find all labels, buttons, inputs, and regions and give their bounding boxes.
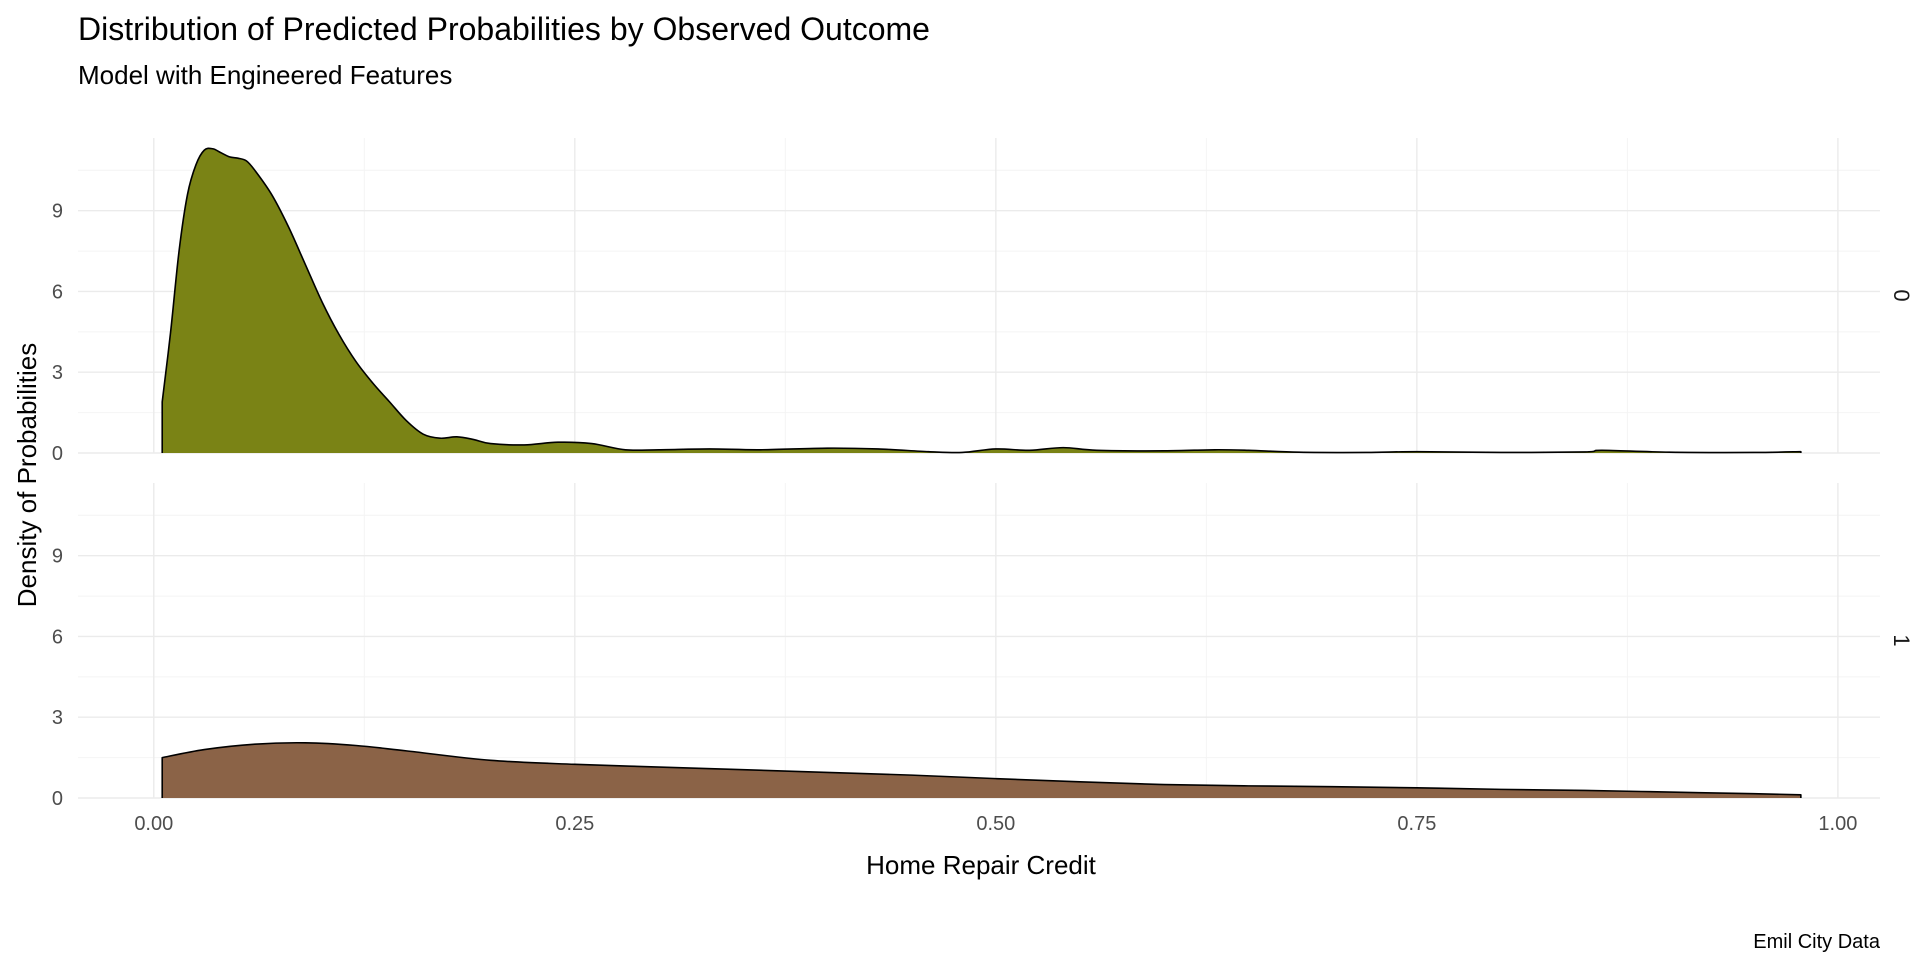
facet-panels: 0 3 6 9 0 0 3 6 9 1 0.00 0.25 0.50 0.75 1.00	[52, 138, 1914, 835]
y-tick-label: 6	[52, 281, 63, 303]
facet-strip-label: 0	[1889, 289, 1914, 301]
y-tick-label: 0	[52, 443, 63, 465]
x-tick-label: 1.00	[1818, 813, 1857, 835]
density-area-1	[162, 742, 1801, 798]
x-axis-label: Home Repair Credit	[866, 850, 1097, 880]
y-axis-label: Density of Probabilities	[12, 343, 42, 607]
density-area-0	[162, 148, 1801, 454]
y-tick-label: 3	[52, 707, 63, 729]
x-tick-label: 0.75	[1397, 813, 1436, 835]
density-outline-1	[161, 741, 1802, 798]
chart-subtitle: Model with Engineered Features	[78, 60, 452, 90]
x-tick-label: 0.50	[976, 813, 1015, 835]
facet-panel-1: 0 3 6 9 1	[52, 483, 1914, 810]
facet-panel-0: 0 3 6 9 0	[52, 138, 1914, 465]
y-tick-label: 6	[52, 626, 63, 648]
chart-caption: Emil City Data	[1753, 931, 1881, 953]
chart-title: Distribution of Predicted Probabilities …	[78, 11, 930, 47]
y-tick-label: 9	[52, 201, 63, 223]
x-tick-label: 0.00	[134, 813, 173, 835]
facet-strip-label: 1	[1889, 634, 1914, 646]
x-tick-label: 0.25	[555, 813, 594, 835]
y-tick-label: 3	[52, 362, 63, 384]
y-tick-label: 9	[52, 546, 63, 568]
density-outline-0	[161, 147, 1802, 454]
y-tick-label: 0	[52, 788, 63, 810]
